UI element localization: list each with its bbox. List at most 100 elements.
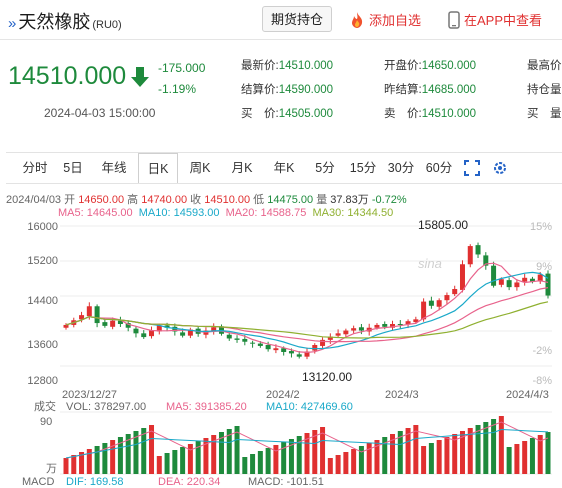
quote-field: 持仓量: (527, 84, 562, 96)
candle-body (187, 329, 193, 336)
candle-body (288, 351, 294, 354)
arrow-down-icon (131, 67, 149, 87)
volume-bar (195, 441, 201, 474)
last-price: 14510.000 (8, 62, 127, 90)
volume-bar (63, 458, 69, 474)
candle-body (545, 273, 551, 296)
candle-body (382, 324, 388, 327)
x-tick: 2023/12/27 (62, 389, 117, 401)
candle-body (250, 342, 256, 344)
candle-body (133, 328, 139, 334)
tab-year-line[interactable]: 年线 (101, 161, 127, 175)
candle-body (312, 345, 318, 351)
max-price-label: 15805.00 (418, 218, 468, 232)
volume-bar (141, 428, 147, 474)
volume-bar (475, 425, 481, 474)
candle-body (483, 255, 489, 266)
quote-field: 买 价:14505.000 (241, 108, 334, 120)
candle-body (149, 330, 155, 337)
chevron-right-icon: » (8, 15, 17, 32)
quote-field: 最新价:14510.000 (241, 60, 334, 72)
volume-bar (125, 434, 131, 474)
volume-bar (358, 446, 364, 474)
candle-body (117, 320, 123, 324)
candle-body (421, 301, 427, 320)
x-tick: 2024/3 (385, 389, 419, 401)
ma-lines (65, 262, 549, 354)
price-change: -175.000 (158, 61, 206, 75)
candle-body (102, 322, 108, 326)
page-title: » 天然橡胶 (RU0) (8, 8, 122, 34)
quote-field: 开盘价:14650.000 (384, 60, 477, 72)
volume-bar (390, 434, 396, 474)
candle-body (296, 354, 302, 357)
quote-field: 结算价:14590.000 (241, 84, 334, 96)
candle-body (234, 338, 240, 340)
tab-weekly-k[interactable]: 周K (189, 161, 211, 175)
candle-body (452, 289, 458, 295)
tab-yearly-k[interactable]: 年K (273, 161, 295, 175)
futures-position-button[interactable]: 期货持仓 (262, 6, 332, 32)
candle-body (320, 339, 326, 346)
volume-bar (413, 425, 419, 474)
volume-bar (428, 443, 434, 474)
ma30-line (65, 301, 549, 339)
volume-bar (218, 432, 224, 474)
tab-5min[interactable]: 5分 (315, 161, 335, 175)
candle-body (498, 279, 504, 285)
volume-bar (242, 457, 248, 474)
candles (63, 242, 551, 360)
tab-monthly-k[interactable]: 月K (231, 161, 253, 175)
volume-ma10: MA10: 427469.60 (266, 401, 353, 413)
settings-icon[interactable] (492, 160, 508, 176)
candle-body (180, 332, 186, 336)
y-tick: 16000 (27, 221, 58, 233)
volume-bar (273, 445, 279, 474)
volume-title: 成交 (34, 399, 56, 413)
header-divider (0, 39, 562, 40)
volume-bar (514, 444, 520, 474)
candle-body (522, 277, 528, 282)
add-watchlist-button[interactable]: 添加自选 (349, 10, 421, 29)
candle-body (405, 321, 411, 324)
tab-15min[interactable]: 15分 (349, 161, 377, 175)
tab-60min[interactable]: 60分 (425, 161, 453, 175)
candle-body (514, 282, 520, 288)
tab-daily-k[interactable]: 日K (138, 153, 178, 183)
candle-body (265, 345, 271, 350)
y-tick: 13600 (27, 339, 58, 351)
candle-body (164, 325, 170, 328)
candle-body (172, 326, 178, 332)
instrument-code: (RU0) (92, 19, 122, 31)
price-change-percent: -1.19% (158, 82, 197, 96)
open-app-button[interactable]: 在APP中查看 (448, 10, 542, 29)
candle-body (63, 324, 69, 328)
fullscreen-icon[interactable] (464, 160, 480, 176)
pct-tick: 9% (536, 261, 552, 273)
candle-body (537, 274, 543, 282)
pct-tick: -8% (532, 375, 552, 387)
quote-field: 买 量: (527, 108, 562, 120)
volume-bar (164, 453, 170, 474)
volume-bar (374, 440, 380, 474)
tab-5day[interactable]: 5日 (63, 161, 83, 175)
volume-bar (304, 433, 310, 474)
volume-bar (133, 431, 139, 474)
volume-bar (172, 450, 178, 474)
candle-body (444, 295, 450, 301)
candle-body (86, 306, 92, 317)
candle-body (211, 327, 217, 331)
y-tick: 14400 (27, 295, 58, 307)
macd-title: MACD (22, 476, 54, 488)
volume-bar (180, 447, 186, 474)
volume-bar (483, 422, 489, 474)
candle-body (506, 280, 512, 288)
tab-intraday[interactable]: 分时 (22, 161, 48, 175)
volume-ma10-line (65, 428, 549, 459)
candle-body (79, 315, 85, 320)
tab-30min[interactable]: 30分 (387, 161, 415, 175)
volume-bar (110, 440, 116, 474)
volume-bar (211, 435, 217, 474)
add-watchlist-label: 添加自选 (369, 13, 422, 28)
candle-body (428, 300, 434, 306)
